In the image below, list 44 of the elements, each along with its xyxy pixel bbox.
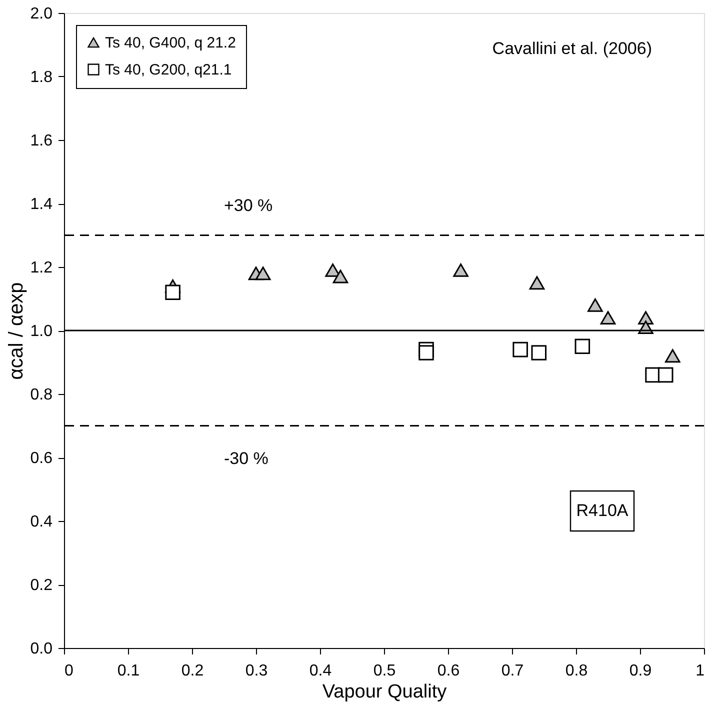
point — [165, 284, 180, 300]
x-tick-label: 0.1 — [117, 662, 140, 680]
point — [325, 263, 340, 277]
y-tick-label: 2.0 — [30, 6, 53, 22]
x-tick-label: 0 — [64, 662, 74, 680]
point — [453, 263, 468, 277]
y-tick-label: 0.6 — [30, 450, 53, 467]
point — [588, 298, 603, 312]
point — [531, 345, 547, 360]
point — [574, 338, 590, 354]
y-tick-label: 1.8 — [30, 69, 53, 86]
legend-label: Ts 40, G200, q21.1 — [105, 62, 232, 78]
y-tick-label: 0.0 — [30, 640, 53, 658]
annotation: -30 % — [224, 449, 268, 468]
point — [332, 270, 348, 284]
point — [658, 367, 674, 383]
point — [255, 266, 271, 280]
point — [512, 342, 528, 358]
x-tick-label: 0.8 — [565, 662, 588, 680]
x-tick-label: 0.3 — [245, 662, 268, 680]
x-tick-label: 0.4 — [309, 662, 332, 680]
legend-label: Ts 40, G400, q 21.2 — [105, 34, 236, 52]
point — [600, 311, 616, 325]
y-axis-title: αcal / αexp — [5, 282, 28, 380]
x-tick-label: 0.2 — [181, 662, 204, 680]
annotation: R410A — [576, 501, 629, 520]
y-tick-label: 1.2 — [30, 260, 53, 276]
x-tick-label: 0.5 — [373, 662, 396, 680]
y-tick-label: 0.2 — [30, 577, 53, 594]
x-tick-label: 1 — [696, 662, 705, 680]
annotation: +30 % — [224, 196, 273, 215]
annotation: Cavallini et al. (2006) — [492, 39, 652, 58]
y-tick-label: 0.8 — [30, 386, 53, 404]
x-tick-label: 0.7 — [501, 662, 524, 680]
y-tick-label: 1.0 — [30, 323, 53, 340]
point — [665, 349, 680, 363]
y-tick-label: 1.6 — [30, 132, 53, 150]
x-axis-title: Vapour Quality — [322, 682, 448, 702]
point — [418, 345, 434, 360]
y-tick-label: 1.4 — [30, 196, 53, 213]
point — [529, 276, 545, 290]
y-tick-label: 0.4 — [30, 514, 53, 530]
x-tick-label: 0.6 — [437, 662, 460, 680]
x-tick-label: 0.9 — [629, 662, 652, 680]
